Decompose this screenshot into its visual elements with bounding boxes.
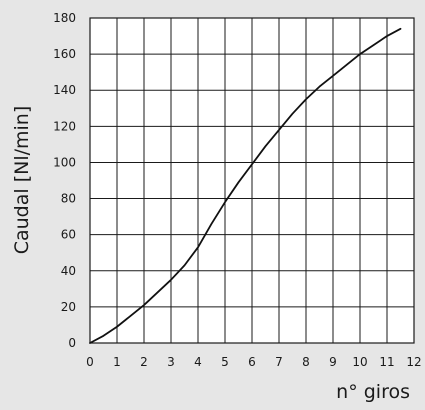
grid xyxy=(89,17,415,344)
x-tick-label: 6 xyxy=(248,355,256,369)
x-tick-label: 8 xyxy=(302,355,310,369)
y-tick-label: 180 xyxy=(53,11,76,25)
x-tick-label: 1 xyxy=(113,355,121,369)
y-tick-label: 120 xyxy=(53,119,76,133)
y-tick-label: 0 xyxy=(68,336,76,350)
y-tick-label: 60 xyxy=(61,228,76,242)
x-tick-label: 9 xyxy=(329,355,337,369)
y-tick-label: 20 xyxy=(61,300,76,314)
y-tick-label: 140 xyxy=(53,83,76,97)
x-tick-label: 5 xyxy=(221,355,229,369)
x-tick-labels: 0 1 2 3 4 5 6 7 8 9 10 11 12 xyxy=(86,355,421,369)
y-tick-label: 160 xyxy=(53,47,76,61)
y-tick-label: 100 xyxy=(53,155,76,169)
x-tick-label: 2 xyxy=(140,355,148,369)
series-line xyxy=(89,27,402,344)
x-tick-label: 7 xyxy=(275,355,283,369)
x-tick-label: 3 xyxy=(167,355,175,369)
series-layer xyxy=(89,27,402,344)
x-axis-title: n° giros xyxy=(336,381,410,403)
y-axis-title: Caudal [Nl/min] xyxy=(11,106,33,255)
x-tick-label: 0 xyxy=(86,355,94,369)
y-tick-labels: 0 20 40 60 80 100 120 140 160 180 xyxy=(53,11,76,350)
x-tick-label: 10 xyxy=(352,355,367,369)
x-tick-label: 12 xyxy=(406,355,421,369)
x-tick-label: 11 xyxy=(379,355,394,369)
x-tick-label: 4 xyxy=(194,355,202,369)
plot-border xyxy=(89,17,415,344)
y-tick-label: 40 xyxy=(61,264,76,278)
y-tick-label: 80 xyxy=(61,192,76,206)
